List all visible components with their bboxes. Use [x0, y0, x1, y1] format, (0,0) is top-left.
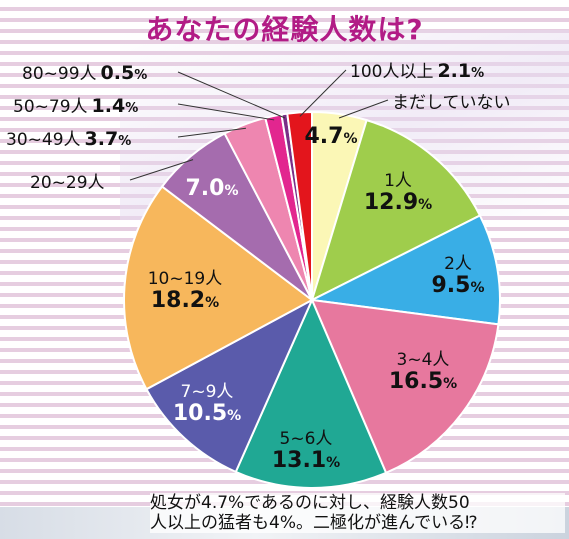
inlabel-1: 1人 12.9% — [364, 171, 432, 215]
percent-sign: % — [443, 376, 458, 392]
percent-sign: % — [343, 131, 358, 147]
slice-label-text: 80~99人 — [22, 64, 97, 84]
inlabel-20-29: 7.0% — [185, 177, 238, 201]
label-50-79: 50~79人 1.4% — [13, 92, 138, 117]
percent-sign: % — [134, 68, 148, 83]
slice-value: 9.5 — [431, 273, 471, 298]
inlabel-7-9: 7~9人 10.5% — [173, 382, 241, 426]
pie-slice-2 — [308, 214, 501, 326]
percent-sign: % — [470, 280, 485, 296]
percent-sign: % — [326, 455, 341, 471]
percent-sign: % — [471, 66, 485, 81]
slice-category: 5~6人 — [279, 429, 333, 449]
slice-value: 2.1 — [437, 60, 472, 82]
slice-value: 3.7 — [84, 128, 119, 150]
pie-slice-11 — [286, 110, 313, 301]
slice-category: 3~4人 — [396, 350, 450, 370]
leader-lines — [129, 69, 389, 181]
label-not-yet: まだしていない — [392, 88, 511, 113]
leader-line-0 — [338, 99, 389, 119]
caption-line: 人以上の猛者も4%。二極化が進んでいる⁉ — [150, 513, 478, 533]
slice-label-text: 50~79人 — [13, 97, 88, 117]
pie-slice-6 — [123, 185, 314, 391]
slice-category: 1人 — [384, 171, 412, 191]
slice-category: 2人 — [444, 254, 472, 274]
slice-label-text: 100人以上 — [350, 62, 434, 82]
label-100-plus: 100人以上 2.1% — [350, 57, 484, 82]
slice-category: 10~19人 — [147, 269, 223, 289]
slice-value: 16.5 — [388, 369, 444, 394]
slice-value: 4.7 — [304, 124, 344, 149]
slice-label-text: 30~49人 — [6, 130, 81, 150]
pie-slices — [123, 110, 501, 489]
slice-value: 7.0 — [185, 176, 225, 201]
pie-slice-4 — [234, 297, 388, 489]
inlabel-3-4: 3~4人 16.5% — [389, 350, 457, 394]
label-80-99: 80~99人 0.5% — [22, 59, 147, 84]
leader-line-7 — [129, 159, 194, 181]
slice-value: 0.5 — [100, 62, 135, 84]
pie-slice-3 — [310, 298, 500, 475]
chart-title: あなたの経験人数は? — [145, 13, 424, 46]
slice-value: 1.4 — [91, 95, 126, 117]
percent-sign: % — [205, 295, 220, 311]
chart-caption: 処女が4.7%であるのに対し、経験人数50 人以上の猛者も4%。二極化が進んでい… — [150, 493, 565, 533]
inlabel-10-19: 10~19人 18.2% — [148, 269, 223, 313]
inlabel-5-6: 5~6人 13.1% — [272, 429, 340, 473]
percent-sign: % — [418, 197, 433, 213]
leader-line-11 — [299, 69, 347, 117]
pie-slice-5 — [145, 297, 315, 474]
slice-label-text: まだしていない — [392, 93, 511, 113]
pie-slice-1 — [310, 118, 482, 302]
percent-sign: % — [118, 134, 132, 149]
label-20-29: 20~29人 — [30, 168, 105, 193]
percent-sign: % — [227, 408, 242, 424]
slice-value: 13.1 — [271, 448, 327, 473]
caption-line: 処女が4.7%であるのに対し、経験人数50 — [150, 493, 470, 513]
slice-value: 18.2 — [150, 288, 206, 313]
slice-label-text: 20~29人 — [30, 173, 105, 193]
leader-line-8 — [177, 127, 247, 138]
inlabel-2: 2人 9.5% — [431, 254, 484, 298]
percent-sign: % — [224, 183, 239, 199]
percent-sign: % — [125, 101, 139, 116]
label-30-49: 30~49人 3.7% — [6, 125, 131, 150]
slice-value: 12.9 — [363, 190, 419, 215]
leader-line-10 — [177, 71, 286, 119]
slice-value: 10.5 — [172, 401, 228, 426]
slice-category: 7~9人 — [180, 382, 234, 402]
inlabel-not-yet: 4.7% — [304, 125, 357, 149]
leader-line-9 — [177, 103, 275, 121]
